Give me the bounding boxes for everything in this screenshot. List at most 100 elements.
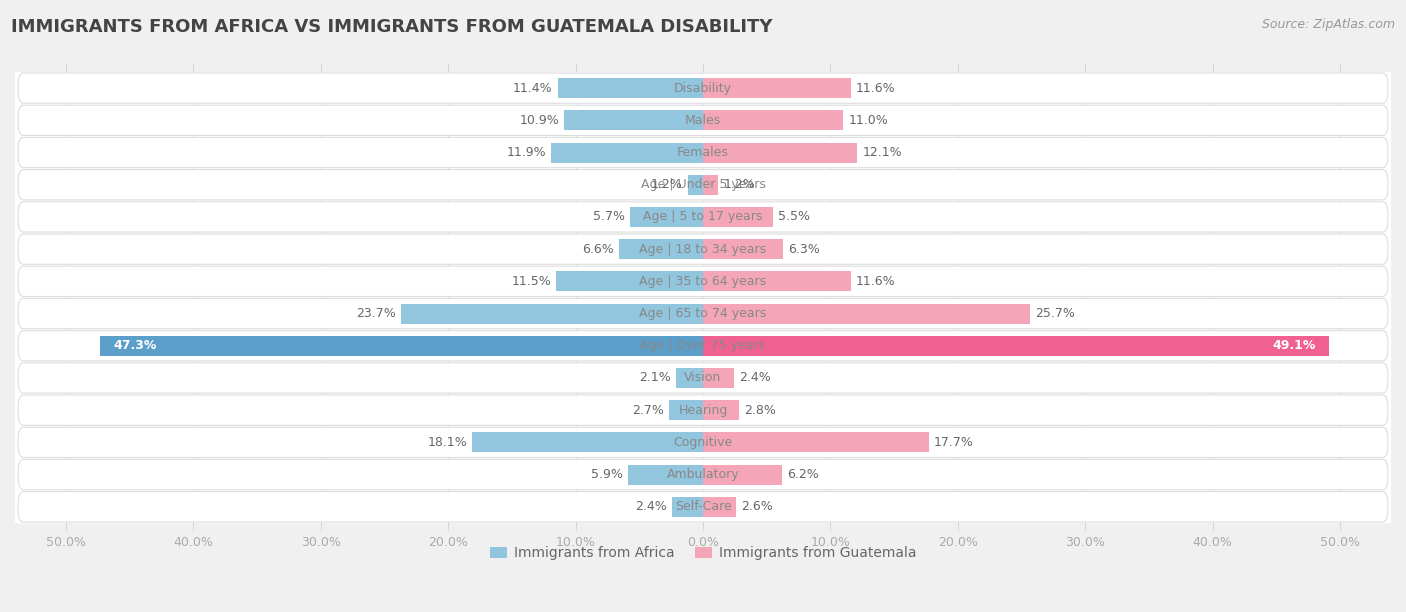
FancyBboxPatch shape xyxy=(18,299,1388,329)
Bar xyxy=(703,207,773,227)
Text: Hearing: Hearing xyxy=(678,404,728,417)
FancyBboxPatch shape xyxy=(18,491,1388,522)
Text: Age | Under 5 years: Age | Under 5 years xyxy=(641,178,765,191)
Bar xyxy=(703,336,1329,356)
Text: 6.6%: 6.6% xyxy=(582,242,614,256)
Text: 11.9%: 11.9% xyxy=(506,146,547,159)
Text: Age | 35 to 64 years: Age | 35 to 64 years xyxy=(640,275,766,288)
Bar xyxy=(15,136,1391,169)
Text: 6.2%: 6.2% xyxy=(787,468,818,481)
Bar xyxy=(15,169,1391,201)
Bar xyxy=(703,465,782,485)
Text: 1.2%: 1.2% xyxy=(723,178,755,191)
FancyBboxPatch shape xyxy=(18,266,1388,296)
Bar xyxy=(619,239,703,259)
Bar xyxy=(703,239,783,259)
Bar xyxy=(15,104,1391,136)
Text: 12.1%: 12.1% xyxy=(862,146,901,159)
Text: Males: Males xyxy=(685,114,721,127)
Bar xyxy=(628,465,703,485)
Text: 25.7%: 25.7% xyxy=(1036,307,1076,320)
FancyBboxPatch shape xyxy=(18,395,1388,425)
Text: 17.7%: 17.7% xyxy=(934,436,973,449)
Bar xyxy=(703,175,718,195)
Bar xyxy=(564,110,703,130)
FancyBboxPatch shape xyxy=(18,363,1388,393)
Bar xyxy=(703,110,844,130)
Text: Age | 5 to 17 years: Age | 5 to 17 years xyxy=(644,211,762,223)
Bar xyxy=(703,304,1031,324)
Text: Disability: Disability xyxy=(673,81,733,95)
Bar xyxy=(15,330,1391,362)
Bar xyxy=(669,400,703,420)
Bar xyxy=(15,491,1391,523)
Text: 1.2%: 1.2% xyxy=(651,178,683,191)
FancyBboxPatch shape xyxy=(18,427,1388,458)
Text: Vision: Vision xyxy=(685,371,721,384)
FancyBboxPatch shape xyxy=(18,202,1388,232)
Text: 49.1%: 49.1% xyxy=(1272,339,1316,353)
Text: 2.6%: 2.6% xyxy=(741,500,773,513)
Bar xyxy=(703,271,851,291)
Text: Age | 18 to 34 years: Age | 18 to 34 years xyxy=(640,242,766,256)
Bar xyxy=(15,394,1391,427)
Bar xyxy=(551,143,703,163)
FancyBboxPatch shape xyxy=(18,330,1388,361)
Text: Age | Over 75 years: Age | Over 75 years xyxy=(641,339,765,353)
Text: 11.0%: 11.0% xyxy=(848,114,889,127)
FancyBboxPatch shape xyxy=(18,460,1388,490)
Bar xyxy=(401,304,703,324)
Bar xyxy=(688,175,703,195)
FancyBboxPatch shape xyxy=(18,105,1388,135)
Bar xyxy=(630,207,703,227)
Bar xyxy=(703,433,928,452)
Text: Self-Care: Self-Care xyxy=(675,500,731,513)
Legend: Immigrants from Africa, Immigrants from Guatemala: Immigrants from Africa, Immigrants from … xyxy=(484,541,922,566)
Text: 5.9%: 5.9% xyxy=(591,468,623,481)
Bar xyxy=(15,72,1391,104)
Text: 18.1%: 18.1% xyxy=(427,436,467,449)
Text: 2.4%: 2.4% xyxy=(738,371,770,384)
Bar xyxy=(15,458,1391,491)
Bar xyxy=(15,201,1391,233)
Text: 11.6%: 11.6% xyxy=(856,81,896,95)
FancyBboxPatch shape xyxy=(18,137,1388,168)
Bar xyxy=(703,497,737,517)
Bar xyxy=(676,368,703,388)
Text: 10.9%: 10.9% xyxy=(519,114,560,127)
Text: Females: Females xyxy=(678,146,728,159)
Text: IMMIGRANTS FROM AFRICA VS IMMIGRANTS FROM GUATEMALA DISABILITY: IMMIGRANTS FROM AFRICA VS IMMIGRANTS FRO… xyxy=(11,18,773,36)
Bar xyxy=(703,400,738,420)
Bar xyxy=(15,427,1391,458)
Bar xyxy=(672,497,703,517)
Text: 2.7%: 2.7% xyxy=(631,404,664,417)
Bar xyxy=(703,78,851,98)
Text: 6.3%: 6.3% xyxy=(789,242,820,256)
Text: 5.7%: 5.7% xyxy=(593,211,626,223)
Bar xyxy=(703,368,734,388)
Bar xyxy=(472,433,703,452)
Bar xyxy=(100,336,703,356)
Bar xyxy=(703,143,858,163)
Bar xyxy=(15,233,1391,265)
Text: 2.1%: 2.1% xyxy=(640,371,671,384)
Text: 11.5%: 11.5% xyxy=(512,275,551,288)
FancyBboxPatch shape xyxy=(18,170,1388,200)
Bar xyxy=(15,297,1391,330)
Text: 23.7%: 23.7% xyxy=(356,307,396,320)
Bar xyxy=(15,362,1391,394)
Text: 11.4%: 11.4% xyxy=(513,81,553,95)
Text: 2.4%: 2.4% xyxy=(636,500,668,513)
Text: 5.5%: 5.5% xyxy=(778,211,810,223)
FancyBboxPatch shape xyxy=(18,234,1388,264)
Bar xyxy=(557,271,703,291)
Bar xyxy=(558,78,703,98)
Text: 2.8%: 2.8% xyxy=(744,404,776,417)
Text: Source: ZipAtlas.com: Source: ZipAtlas.com xyxy=(1261,18,1395,31)
Text: Ambulatory: Ambulatory xyxy=(666,468,740,481)
Text: Age | 65 to 74 years: Age | 65 to 74 years xyxy=(640,307,766,320)
Bar xyxy=(15,265,1391,297)
Text: 47.3%: 47.3% xyxy=(112,339,156,353)
FancyBboxPatch shape xyxy=(18,73,1388,103)
Text: 11.6%: 11.6% xyxy=(856,275,896,288)
